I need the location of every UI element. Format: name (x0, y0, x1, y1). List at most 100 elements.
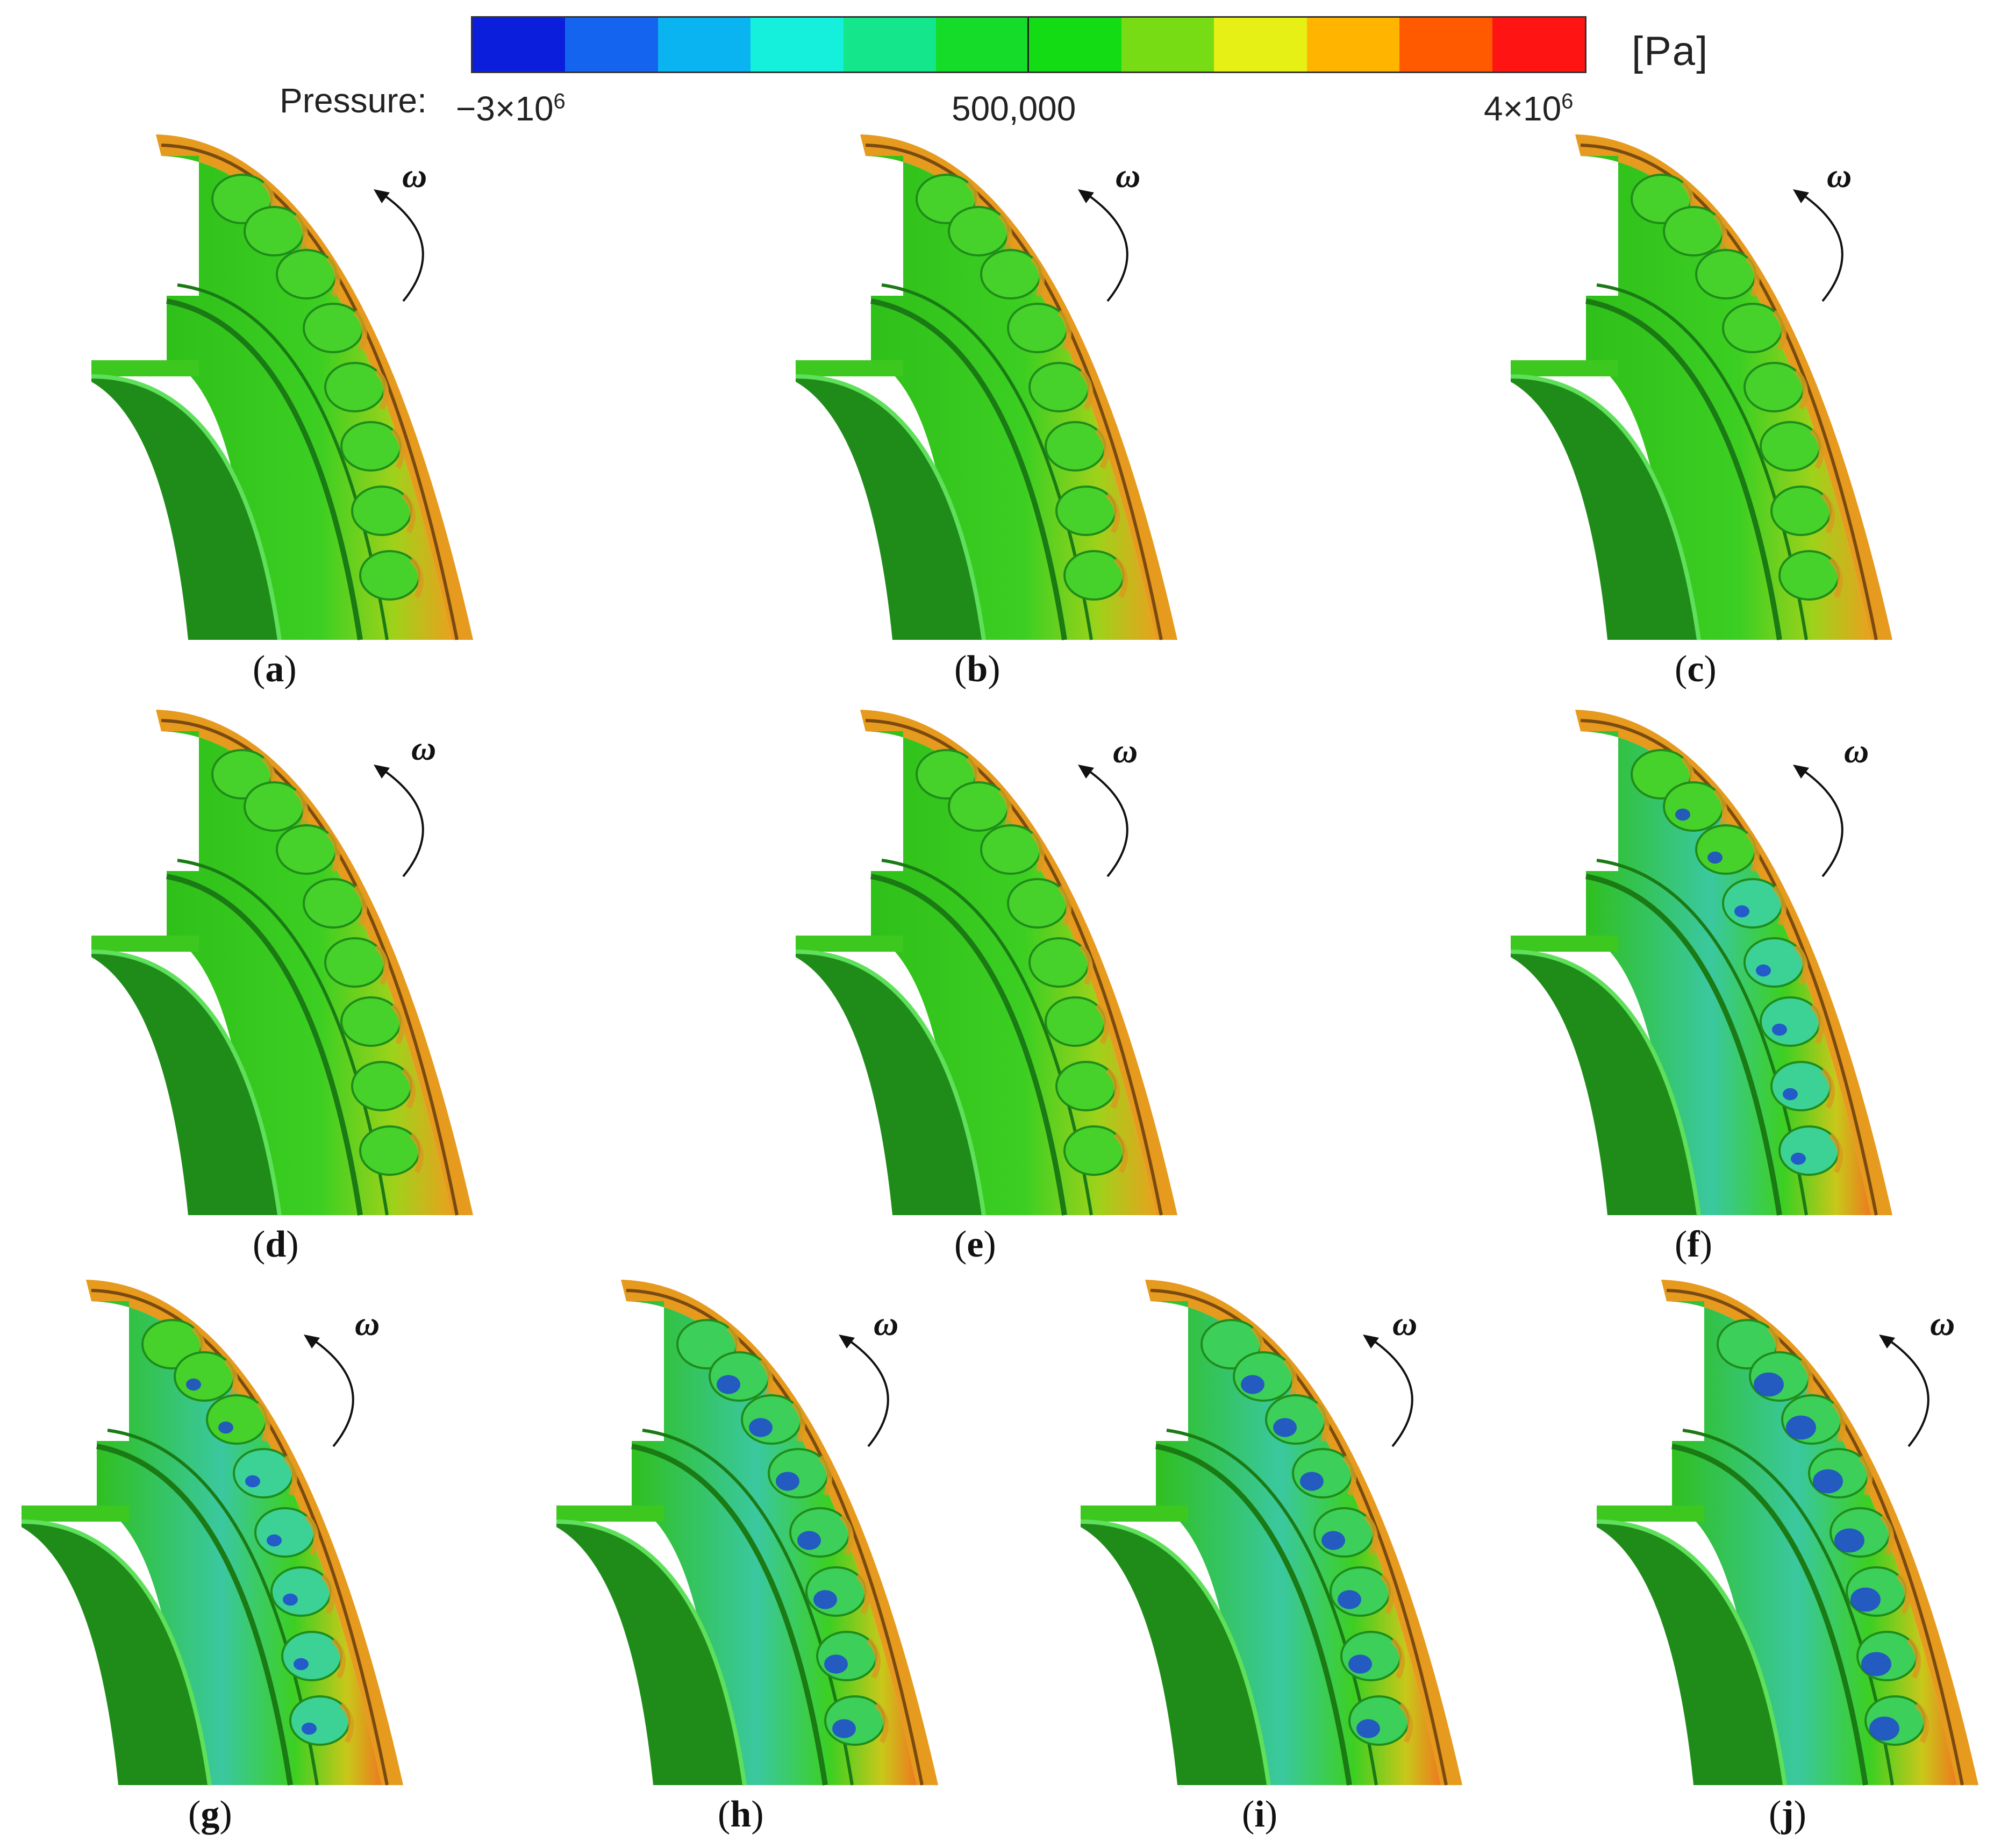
guide-ring-arc (96, 1444, 293, 1786)
vane-edge (1078, 944, 1093, 986)
vane-edge (1283, 1358, 1297, 1400)
inlet-flange (1081, 1505, 1188, 1522)
inlet-flange (1511, 360, 1618, 376)
low-pressure-zone (797, 1531, 821, 1550)
low-pressure-zone (1300, 1472, 1324, 1491)
low-pressure-zone (1754, 1372, 1784, 1397)
colorbar-segment (1306, 18, 1400, 72)
inner-hub (22, 1522, 210, 1785)
omega-label-d: ω (411, 729, 437, 767)
panel-c (1500, 124, 1930, 651)
vane-edge (1113, 1132, 1128, 1174)
colorbar-segment (843, 18, 937, 72)
guide-ring-arc (631, 1444, 828, 1786)
vane-pocket (281, 1631, 342, 1681)
caption-e: (e) (954, 1224, 996, 1265)
low-pressure-zone (813, 1590, 837, 1609)
hub-highlight (21, 1519, 212, 1786)
rotation-arrow (311, 1338, 354, 1447)
vane-edge (866, 1638, 881, 1679)
vane-pocket (948, 206, 1009, 256)
vane-pocket (768, 1448, 829, 1499)
hub-highlight (795, 950, 986, 1216)
vane-pocket (1695, 824, 1756, 875)
rotation-arrow-head (1363, 1335, 1379, 1348)
vane-edge (1745, 831, 1760, 873)
rotation-arrow-head (1793, 189, 1809, 203)
vane-edge (390, 428, 405, 469)
low-pressure-zone (1321, 1531, 1345, 1550)
guide-ring-arc (1585, 298, 1782, 640)
vane-edge (294, 213, 308, 254)
low-pressure-zone (283, 1593, 298, 1606)
colorbar-segment (1492, 18, 1585, 72)
inner-hub (1511, 376, 1699, 640)
vane-edge (409, 557, 424, 598)
vane-pocket (789, 1507, 851, 1558)
caption-d: (d) (253, 1224, 299, 1265)
caption-i: (i) (1242, 1794, 1278, 1835)
guide-ring-arc (642, 1429, 854, 1786)
guide-ring-arc (870, 298, 1067, 640)
vane-edge (839, 1514, 854, 1556)
vane-edge (1713, 788, 1727, 830)
vane-edge (1810, 1003, 1824, 1045)
vane-edge (390, 1003, 405, 1045)
vane-edge (374, 944, 389, 986)
hub-highlight (1080, 1519, 1271, 1786)
low-pressure-zone (1869, 1716, 1899, 1741)
low-pressure-zone (302, 1722, 317, 1735)
pump-section-drawing (91, 134, 473, 640)
inlet-flange (1597, 1505, 1704, 1522)
caption-f: (f) (1675, 1224, 1712, 1265)
vane-edge (326, 256, 340, 297)
rotation-arrow-head (374, 765, 390, 779)
colorbar-segment (473, 18, 566, 72)
rotation-arrow-head (304, 1335, 320, 1348)
colorbar-segment (1214, 18, 1307, 72)
rotation-arrow (1085, 192, 1128, 302)
vane-edge (331, 1638, 346, 1679)
inlet-flange (91, 360, 199, 376)
vane-edge (401, 1068, 416, 1109)
guide-ring-arc (1155, 1444, 1352, 1786)
vane-edge (791, 1401, 805, 1443)
low-pressure-zone (1273, 1418, 1297, 1437)
vane-edge (1390, 1638, 1405, 1679)
inlet-flange (22, 1505, 129, 1522)
pump-section-drawing (1510, 710, 1892, 1216)
vane-edge (855, 1573, 870, 1615)
colorbar-title: Pressure: (280, 81, 427, 120)
vane-pocket (340, 996, 402, 1047)
vane-pocket (1028, 362, 1090, 412)
vane-edge (283, 1455, 297, 1496)
vane-pocket (359, 1125, 420, 1176)
low-pressure-zone (1786, 1415, 1816, 1440)
guide-ring-arc (177, 283, 389, 640)
vane-pocket (289, 1695, 351, 1746)
panel-j (1586, 1269, 2001, 1796)
caption-b: (b) (954, 648, 1000, 690)
guide-ring-arc (166, 298, 363, 640)
outer-rim (621, 1280, 938, 1785)
outer-rim (1575, 134, 1892, 640)
vane-edge (339, 1702, 354, 1744)
panel-h (546, 1269, 976, 1796)
vane-edge (1398, 1702, 1413, 1744)
caption-h: (h) (718, 1794, 764, 1835)
vane-pocket (1063, 1125, 1125, 1176)
rotation-arrow (381, 192, 424, 302)
inner-hub (1081, 1522, 1269, 1785)
vane-edge (1793, 369, 1808, 410)
vane-edge (401, 493, 416, 534)
colorbar-segment (1028, 18, 1121, 72)
outer-rim (1575, 710, 1892, 1215)
vane-edge (1793, 944, 1808, 986)
inner-hub (91, 376, 280, 640)
vane-edge (1828, 557, 1843, 598)
colorbar-segment (1399, 18, 1492, 72)
hub-highlight (91, 374, 282, 640)
low-pressure-zone (1783, 1088, 1798, 1101)
pump-section-drawing (1596, 1280, 1978, 1786)
vane-edge (1095, 428, 1109, 469)
